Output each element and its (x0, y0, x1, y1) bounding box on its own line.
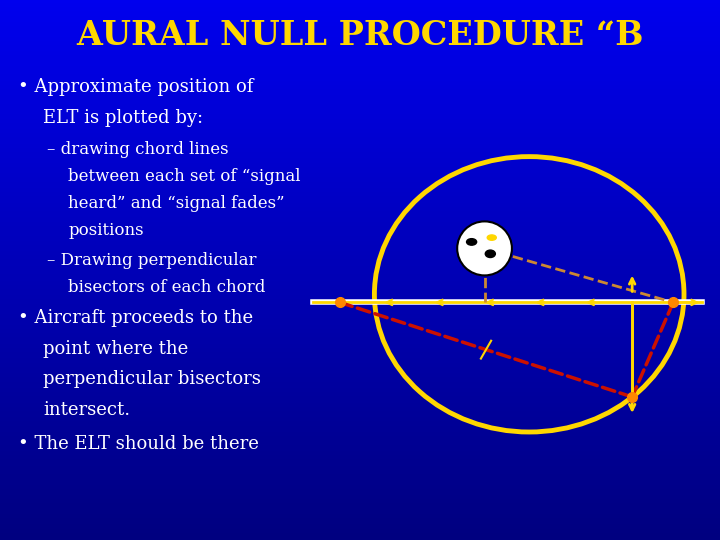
Text: – Drawing perpendicular: – Drawing perpendicular (47, 252, 256, 269)
Text: bisectors of each chord: bisectors of each chord (68, 279, 266, 296)
Ellipse shape (457, 221, 512, 275)
Text: positions: positions (68, 222, 144, 239)
Text: perpendicular bisectors: perpendicular bisectors (43, 370, 261, 388)
Text: AURAL NULL PROCEDURE “B: AURAL NULL PROCEDURE “B (76, 19, 644, 52)
Ellipse shape (467, 239, 477, 245)
Text: • Aircraft proceeds to the: • Aircraft proceeds to the (18, 309, 253, 327)
Text: • Approximate position of: • Approximate position of (18, 78, 253, 96)
Text: • The ELT should be there: • The ELT should be there (18, 435, 259, 453)
Text: intersect.: intersect. (43, 401, 130, 419)
Ellipse shape (487, 235, 496, 240)
Text: – drawing chord lines: – drawing chord lines (47, 141, 228, 158)
Text: ELT is plotted by:: ELT is plotted by: (43, 109, 203, 127)
Ellipse shape (485, 250, 495, 258)
Text: point where the: point where the (43, 340, 189, 357)
Text: between each set of “signal: between each set of “signal (68, 168, 301, 185)
Text: heard” and “signal fades”: heard” and “signal fades” (68, 195, 285, 212)
